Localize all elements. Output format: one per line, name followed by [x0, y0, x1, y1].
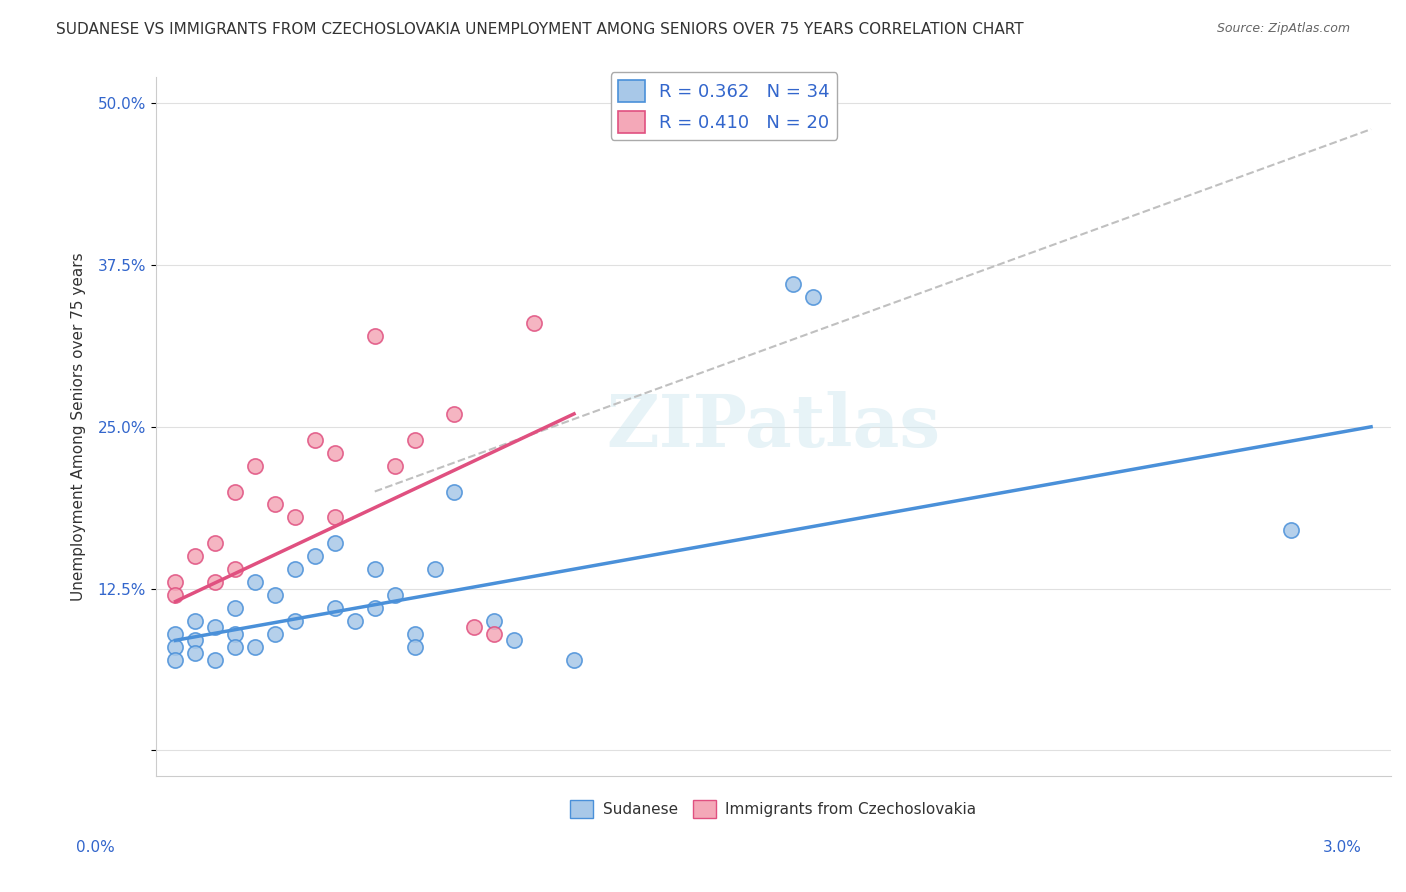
Point	[204, 536, 226, 550]
Point	[245, 575, 267, 590]
Point	[323, 510, 346, 524]
Point	[323, 536, 346, 550]
Point	[165, 640, 187, 654]
Point	[224, 484, 246, 499]
Point	[503, 633, 526, 648]
Point	[224, 601, 246, 615]
Point	[304, 433, 326, 447]
Point	[562, 653, 585, 667]
Point	[384, 458, 406, 473]
Point	[184, 633, 207, 648]
Point	[284, 614, 307, 628]
Point	[364, 601, 387, 615]
Text: 0.0%: 0.0%	[76, 840, 115, 855]
Point	[423, 562, 446, 576]
Point	[404, 627, 426, 641]
Point	[224, 562, 246, 576]
Point	[523, 316, 546, 330]
Point	[364, 329, 387, 343]
Y-axis label: Unemployment Among Seniors over 75 years: Unemployment Among Seniors over 75 years	[72, 252, 86, 601]
Point	[304, 549, 326, 564]
Point	[484, 627, 506, 641]
Point	[204, 653, 226, 667]
Legend: Sudanese, Immigrants from Czechoslovakia: Sudanese, Immigrants from Czechoslovakia	[564, 794, 983, 824]
Point	[284, 510, 307, 524]
Point	[443, 484, 465, 499]
Point	[463, 620, 485, 634]
Point	[165, 627, 187, 641]
Point	[165, 575, 187, 590]
Point	[484, 614, 506, 628]
Point	[284, 562, 307, 576]
Point	[204, 620, 226, 634]
Point	[165, 588, 187, 602]
Point	[323, 601, 346, 615]
Point	[323, 445, 346, 459]
Point	[245, 640, 267, 654]
Point	[184, 646, 207, 660]
Point	[224, 627, 246, 641]
Point	[782, 277, 804, 292]
Point	[343, 614, 366, 628]
Point	[364, 562, 387, 576]
Point	[264, 627, 287, 641]
Point	[184, 614, 207, 628]
Text: SUDANESE VS IMMIGRANTS FROM CZECHOSLOVAKIA UNEMPLOYMENT AMONG SENIORS OVER 75 YE: SUDANESE VS IMMIGRANTS FROM CZECHOSLOVAK…	[56, 22, 1024, 37]
Point	[224, 640, 246, 654]
Point	[264, 588, 287, 602]
Text: Source: ZipAtlas.com: Source: ZipAtlas.com	[1216, 22, 1350, 36]
Point	[204, 575, 226, 590]
Point	[245, 458, 267, 473]
Point	[404, 640, 426, 654]
Point	[443, 407, 465, 421]
Point	[384, 588, 406, 602]
Point	[1279, 524, 1302, 538]
Point	[404, 433, 426, 447]
Point	[184, 549, 207, 564]
Text: ZIPatlas: ZIPatlas	[606, 392, 941, 462]
Point	[264, 498, 287, 512]
Point	[165, 653, 187, 667]
Point	[801, 290, 824, 304]
Text: 3.0%: 3.0%	[1323, 840, 1362, 855]
